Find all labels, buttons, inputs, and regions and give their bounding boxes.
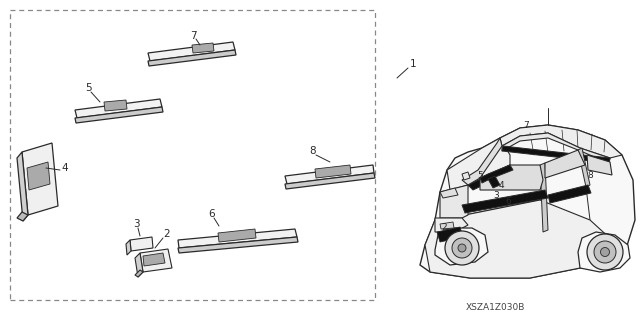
Polygon shape (126, 240, 131, 255)
Text: 7: 7 (189, 31, 196, 41)
Polygon shape (420, 125, 635, 278)
Polygon shape (425, 200, 625, 278)
Polygon shape (130, 237, 153, 251)
Polygon shape (440, 185, 468, 218)
Circle shape (445, 231, 479, 265)
Text: 2: 2 (164, 229, 170, 239)
Polygon shape (447, 138, 510, 190)
Polygon shape (545, 150, 585, 178)
Text: XSZA1Z030B: XSZA1Z030B (465, 303, 525, 313)
Polygon shape (135, 270, 143, 277)
Polygon shape (17, 212, 28, 221)
Polygon shape (75, 99, 162, 118)
Polygon shape (143, 253, 165, 266)
Text: 8: 8 (587, 170, 593, 180)
Polygon shape (178, 237, 298, 253)
Text: 4: 4 (61, 163, 68, 173)
Polygon shape (587, 155, 612, 175)
Polygon shape (480, 165, 513, 183)
Polygon shape (437, 227, 463, 242)
Polygon shape (285, 173, 375, 189)
Polygon shape (315, 165, 351, 178)
Circle shape (458, 244, 466, 252)
Text: 3: 3 (493, 190, 499, 199)
Polygon shape (435, 218, 468, 232)
Polygon shape (75, 107, 163, 123)
Text: 2: 2 (441, 224, 447, 233)
Polygon shape (540, 163, 548, 232)
Polygon shape (192, 43, 214, 53)
Polygon shape (22, 143, 58, 215)
Polygon shape (468, 165, 515, 190)
Polygon shape (178, 229, 297, 248)
Polygon shape (285, 165, 374, 184)
Polygon shape (548, 185, 591, 203)
Text: 1: 1 (410, 59, 416, 69)
Polygon shape (17, 152, 28, 221)
Circle shape (594, 241, 616, 263)
Text: 4: 4 (498, 181, 504, 189)
Polygon shape (148, 50, 236, 66)
Polygon shape (440, 188, 458, 198)
Text: 5: 5 (84, 83, 92, 93)
Circle shape (587, 234, 623, 270)
Polygon shape (462, 190, 548, 213)
Polygon shape (488, 176, 500, 188)
Polygon shape (135, 253, 143, 277)
Polygon shape (502, 133, 610, 163)
Polygon shape (502, 146, 610, 163)
Polygon shape (462, 172, 470, 180)
Text: 5: 5 (477, 170, 483, 180)
Polygon shape (218, 229, 256, 242)
Bar (10, 10, 375, 300)
Polygon shape (148, 42, 235, 61)
Text: 6: 6 (209, 209, 215, 219)
Polygon shape (578, 148, 590, 187)
Circle shape (452, 238, 472, 258)
Polygon shape (27, 162, 50, 190)
Polygon shape (104, 100, 127, 111)
Circle shape (600, 248, 609, 256)
Polygon shape (500, 125, 622, 158)
Text: 8: 8 (310, 146, 316, 156)
Polygon shape (578, 232, 630, 272)
Text: 3: 3 (132, 219, 140, 229)
Polygon shape (480, 165, 543, 190)
Polygon shape (440, 222, 454, 229)
Text: 7: 7 (523, 121, 529, 130)
Polygon shape (462, 138, 502, 185)
Polygon shape (140, 249, 172, 272)
Polygon shape (435, 228, 488, 265)
Text: 6: 6 (505, 197, 511, 206)
